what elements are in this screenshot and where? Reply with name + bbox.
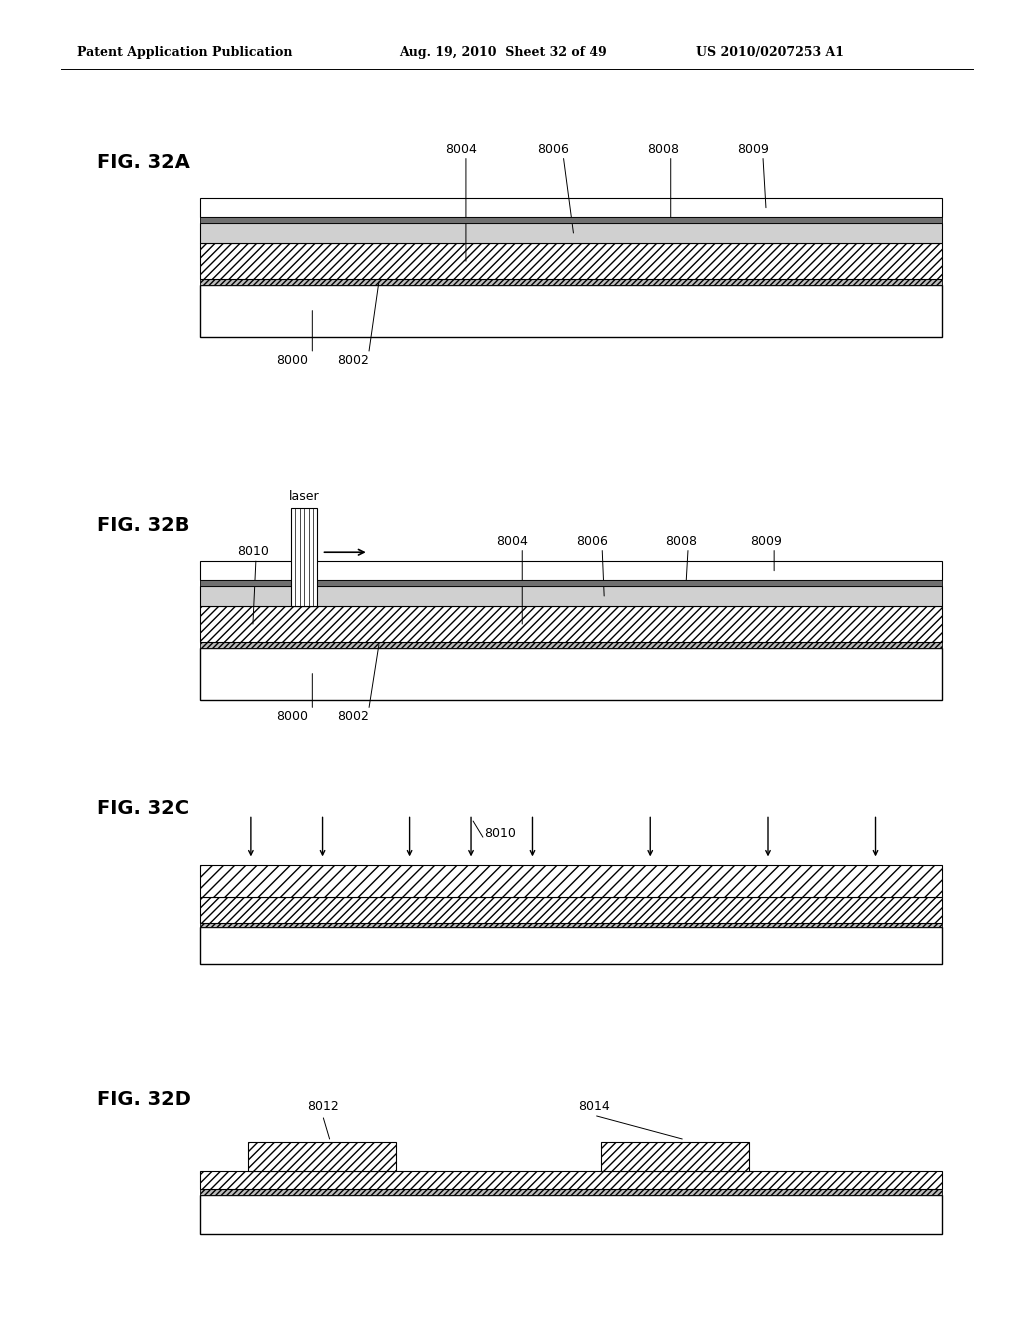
Text: 8006: 8006 xyxy=(537,143,569,156)
Text: 8014: 8014 xyxy=(578,1100,610,1113)
Bar xyxy=(200,1189,942,1195)
Bar xyxy=(200,561,942,581)
Bar xyxy=(200,581,942,586)
Text: 8009: 8009 xyxy=(736,143,769,156)
Bar xyxy=(600,1142,750,1171)
Bar xyxy=(200,1171,942,1189)
Bar xyxy=(200,923,942,927)
Text: 8000: 8000 xyxy=(275,710,308,723)
Text: 8002: 8002 xyxy=(337,354,370,367)
Bar xyxy=(200,223,942,243)
Text: FIG. 32B: FIG. 32B xyxy=(97,516,189,535)
Text: FIG. 32D: FIG. 32D xyxy=(97,1090,191,1109)
Bar xyxy=(291,508,317,606)
Text: 8006: 8006 xyxy=(575,535,608,548)
Text: 8008: 8008 xyxy=(647,143,680,156)
Bar xyxy=(200,1195,942,1234)
Bar xyxy=(248,1142,396,1171)
Text: 8000: 8000 xyxy=(275,354,308,367)
Text: 8012: 8012 xyxy=(306,1100,339,1113)
Bar xyxy=(200,218,942,223)
Bar xyxy=(200,927,942,964)
Text: 8009: 8009 xyxy=(750,535,782,548)
Bar xyxy=(200,648,942,700)
Bar xyxy=(200,865,942,898)
Bar xyxy=(200,279,942,285)
Text: 8004: 8004 xyxy=(444,143,477,156)
Bar xyxy=(200,898,942,923)
Text: FIG. 32A: FIG. 32A xyxy=(97,153,190,172)
Bar xyxy=(200,586,942,606)
Text: 8008: 8008 xyxy=(665,535,697,548)
Bar xyxy=(200,198,942,218)
Bar xyxy=(200,243,942,279)
Text: 8002: 8002 xyxy=(337,710,370,723)
Bar xyxy=(200,285,942,337)
Text: Patent Application Publication: Patent Application Publication xyxy=(77,46,292,59)
Text: 8010: 8010 xyxy=(237,545,269,558)
Text: US 2010/0207253 A1: US 2010/0207253 A1 xyxy=(696,46,845,59)
Text: 8004: 8004 xyxy=(496,535,528,548)
Text: 8010: 8010 xyxy=(484,826,516,840)
Text: FIG. 32C: FIG. 32C xyxy=(97,800,189,818)
Text: laser: laser xyxy=(289,490,319,503)
Bar xyxy=(200,606,942,642)
Text: Aug. 19, 2010  Sheet 32 of 49: Aug. 19, 2010 Sheet 32 of 49 xyxy=(399,46,607,59)
Bar xyxy=(200,642,942,648)
